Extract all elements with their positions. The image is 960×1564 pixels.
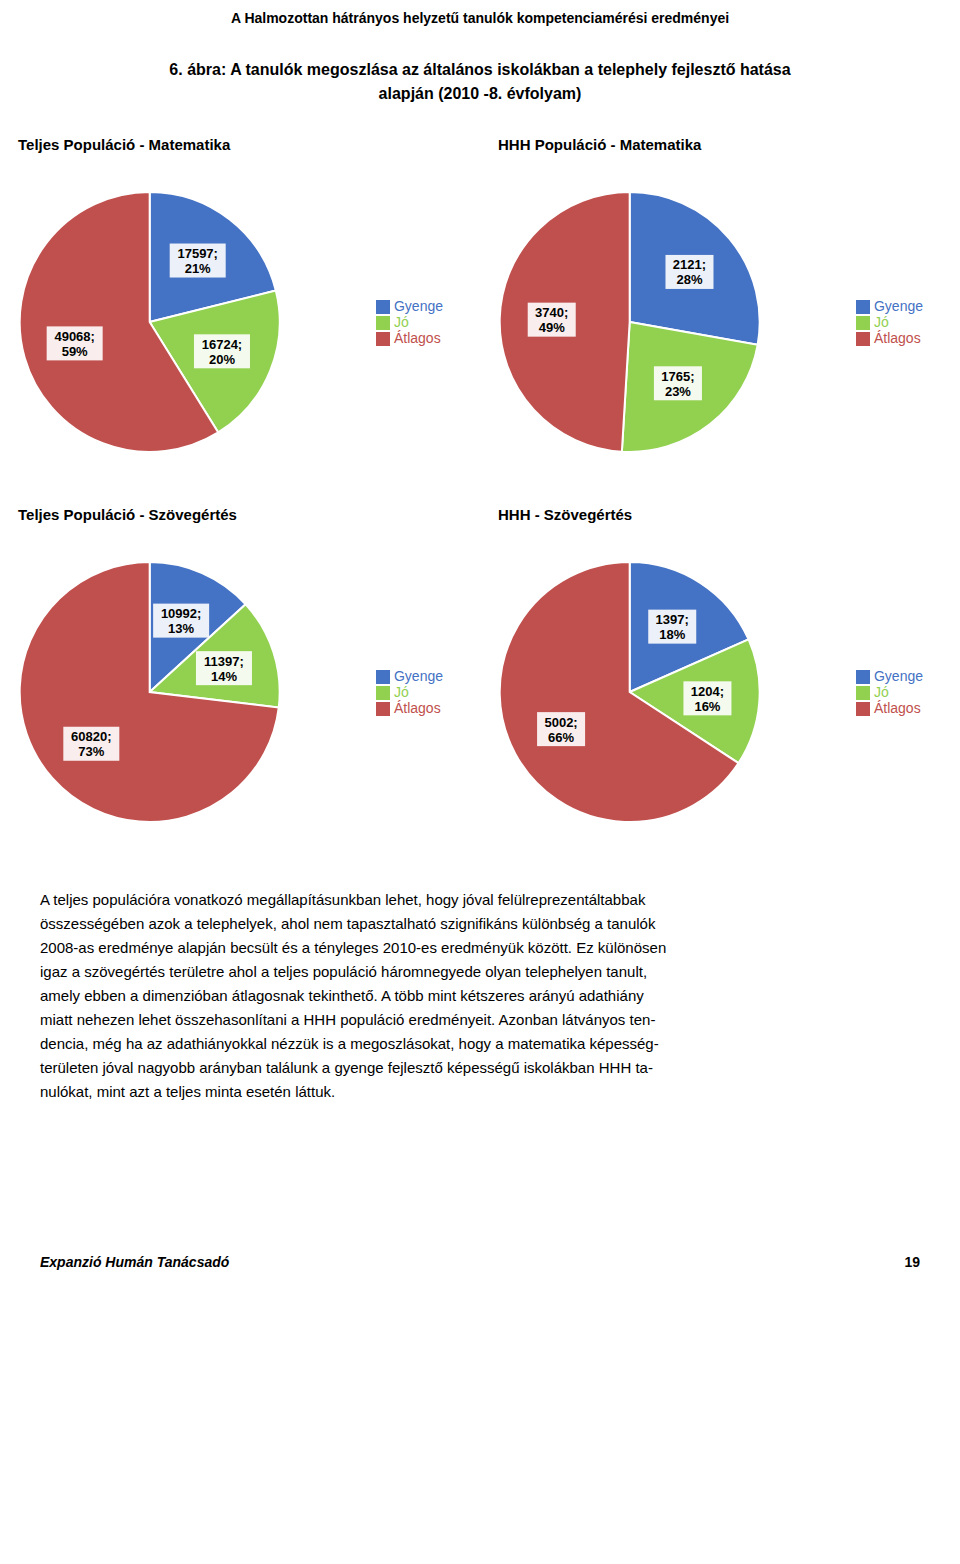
svg-text:60820;73%: 60820;73% xyxy=(71,729,111,759)
svg-text:5002;66%: 5002;66% xyxy=(544,714,577,744)
html-text:nulókat, mint azt a teljes min: nulókat, mint azt a teljes minta esetén … xyxy=(40,1083,336,1100)
html-text:Gyenge: Gyenge xyxy=(874,297,923,314)
html-text:miatt nehezen lehet összehason: miatt nehezen lehet összehasonlítani a H… xyxy=(40,1011,656,1028)
html-text:területen jóval nagyobb arányb: területen jóval nagyobb arányban találun… xyxy=(40,1059,653,1076)
html-text:Jó: Jó xyxy=(874,683,889,700)
html-text:Expanzió Humán Tanácsadó: Expanzió Humán Tanácsadó xyxy=(40,1254,230,1270)
html-text:Átlagos: Átlagos xyxy=(874,700,921,717)
html-text:alapján (2010 -8. évfolyam): alapján (2010 -8. évfolyam) xyxy=(378,85,582,102)
html-text:Jó: Jó xyxy=(394,313,409,330)
html-text:Teljes Populáció - Szövegértés: Teljes Populáció - Szövegértés xyxy=(18,506,237,523)
html-text:Jó: Jó xyxy=(874,313,889,330)
svg-text:17597;21%: 17597;21% xyxy=(177,246,217,276)
svg-text:1397;18%: 1397;18% xyxy=(656,612,689,642)
html-text:6. ábra: A tanulók megoszlása: 6. ábra: A tanulók megoszlása az általán… xyxy=(169,61,791,78)
svg-text:11397;14%: 11397;14% xyxy=(204,653,244,683)
html-text:Átlagos: Átlagos xyxy=(394,700,441,717)
svg-text:1765;23%: 1765;23% xyxy=(661,368,694,398)
svg-text:49068;59%: 49068;59% xyxy=(54,328,94,358)
html-text:Átlagos: Átlagos xyxy=(394,330,441,347)
html-text:dencia, még ha az adathiányokk: dencia, még ha az adathiányokkal nézzük … xyxy=(40,1035,659,1052)
html-text:amely ebben a dimenzióban átla: amely ebben a dimenzióban átlagosnak tek… xyxy=(40,987,644,1004)
svg-text:10992;13%: 10992;13% xyxy=(161,606,201,636)
html-text:összességében azok a telephely: összességében azok a telephelyek, ahol n… xyxy=(40,915,656,932)
svg-text:3740;49%: 3740;49% xyxy=(535,305,568,335)
html-text:2008-as eredménye alapján becs: 2008-as eredménye alapján becsült és a t… xyxy=(40,939,667,956)
svg-text:16724;20%: 16724;20% xyxy=(202,336,242,366)
html-text:HHH Populáció - Matematika: HHH Populáció - Matematika xyxy=(498,136,702,153)
html-text:Gyenge: Gyenge xyxy=(874,667,923,684)
html-text:Gyenge: Gyenge xyxy=(394,667,443,684)
html-text:A teljes populációra vonatkozó: A teljes populációra vonatkozó megállapí… xyxy=(40,891,646,908)
html-text:HHH - Szövegértés: HHH - Szövegértés xyxy=(498,506,633,523)
html-text:19: 19 xyxy=(904,1254,920,1270)
html-text:Átlagos: Átlagos xyxy=(874,330,921,347)
html-text:igaz a szövegértés területre a: igaz a szövegértés területre ahol a telj… xyxy=(40,963,648,980)
html-text:Gyenge: Gyenge xyxy=(394,297,443,314)
html-text:A Halmozottan hátrányos helyze: A Halmozottan hátrányos helyzetű tanulók… xyxy=(230,10,730,26)
svg-text:1204;16%: 1204;16% xyxy=(691,683,724,713)
html-text:Teljes Populáció - Matematika: Teljes Populáció - Matematika xyxy=(18,136,231,153)
svg-text:2121;28%: 2121;28% xyxy=(673,257,706,287)
html-text:Jó: Jó xyxy=(394,683,409,700)
